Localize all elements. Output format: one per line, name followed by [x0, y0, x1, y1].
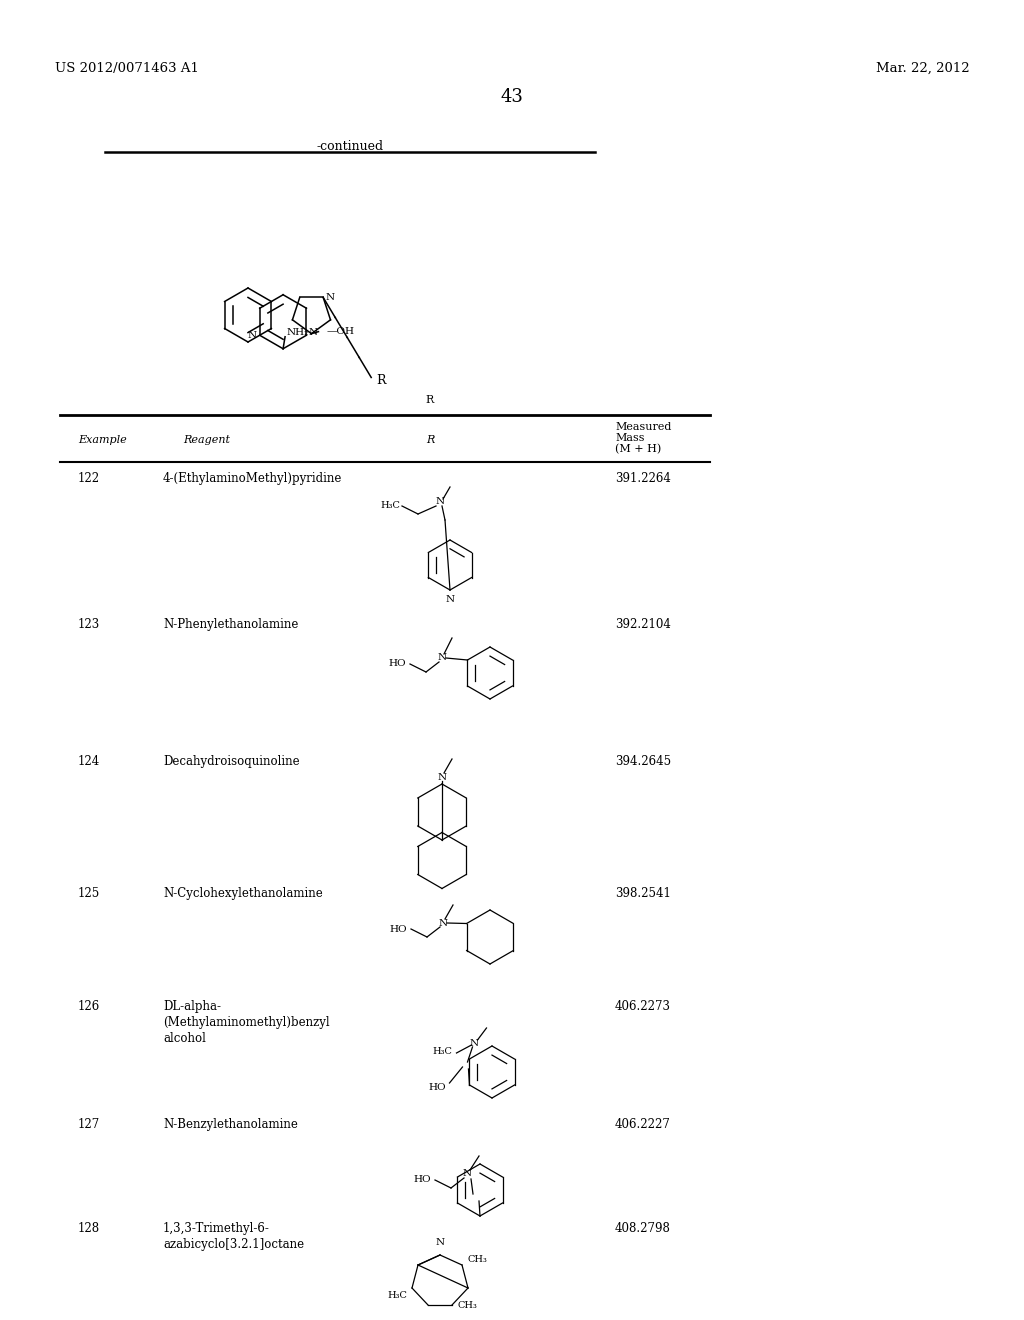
Text: 43: 43 — [501, 88, 523, 106]
Text: NH₂: NH₂ — [286, 329, 308, 337]
Text: 391.2264: 391.2264 — [615, 473, 671, 484]
Text: 406.2273: 406.2273 — [615, 1001, 671, 1012]
Text: N: N — [463, 1170, 472, 1179]
Text: N: N — [308, 327, 317, 337]
Text: 125: 125 — [78, 887, 100, 900]
Text: HO: HO — [414, 1176, 431, 1184]
Text: Decahydroisoquinoline: Decahydroisoquinoline — [163, 755, 300, 768]
Text: H₃C: H₃C — [432, 1047, 453, 1056]
Text: 406.2227: 406.2227 — [615, 1118, 671, 1131]
Text: DL-alpha-
(Methylaminomethyl)benzyl
alcohol: DL-alpha- (Methylaminomethyl)benzyl alco… — [163, 1001, 330, 1045]
Text: N: N — [470, 1039, 479, 1048]
Text: 394.2645: 394.2645 — [615, 755, 671, 768]
Text: N: N — [326, 293, 335, 302]
Text: 123: 123 — [78, 618, 100, 631]
Text: Example: Example — [78, 436, 127, 445]
Text: N: N — [437, 772, 446, 781]
Text: (M + H): (M + H) — [615, 444, 662, 454]
Text: N-Benzylethanolamine: N-Benzylethanolamine — [163, 1118, 298, 1131]
Text: 126: 126 — [78, 1001, 100, 1012]
Text: H₃C: H₃C — [380, 502, 400, 511]
Text: CH₃: CH₃ — [457, 1302, 477, 1309]
Text: N-Cyclohexylethanolamine: N-Cyclohexylethanolamine — [163, 887, 323, 900]
Text: 1,3,3-Trimethyl-6-
azabicyclo[3.2.1]octane: 1,3,3-Trimethyl-6- azabicyclo[3.2.1]octa… — [163, 1222, 304, 1251]
Text: N: N — [248, 331, 257, 339]
Text: 122: 122 — [78, 473, 100, 484]
Text: HO: HO — [388, 660, 406, 668]
Text: N: N — [435, 1238, 444, 1247]
Text: US 2012/0071463 A1: US 2012/0071463 A1 — [55, 62, 199, 75]
Text: 398.2541: 398.2541 — [615, 887, 671, 900]
Text: Measured: Measured — [615, 422, 672, 432]
Text: CH₃: CH₃ — [467, 1255, 486, 1265]
Text: R: R — [426, 395, 434, 405]
Text: Mass: Mass — [615, 433, 644, 444]
Text: —OH: —OH — [327, 327, 354, 337]
Text: N: N — [435, 498, 444, 507]
Text: R: R — [426, 436, 434, 445]
Text: N: N — [437, 653, 446, 663]
Text: -continued: -continued — [316, 140, 384, 153]
Text: HO: HO — [389, 924, 407, 933]
Text: 4-(EthylaminoMethyl)pyridine: 4-(EthylaminoMethyl)pyridine — [163, 473, 342, 484]
Text: Reagent: Reagent — [183, 436, 230, 445]
Text: 128: 128 — [78, 1222, 100, 1236]
Text: N-Phenylethanolamine: N-Phenylethanolamine — [163, 618, 298, 631]
Text: Mar. 22, 2012: Mar. 22, 2012 — [877, 62, 970, 75]
Text: 124: 124 — [78, 755, 100, 768]
Text: N: N — [438, 919, 447, 928]
Text: R: R — [376, 374, 386, 387]
Text: 392.2104: 392.2104 — [615, 618, 671, 631]
Text: 408.2798: 408.2798 — [615, 1222, 671, 1236]
Text: N: N — [445, 595, 455, 605]
Text: 127: 127 — [78, 1118, 100, 1131]
Text: H₃C: H₃C — [387, 1291, 407, 1300]
Text: HO: HO — [429, 1082, 446, 1092]
